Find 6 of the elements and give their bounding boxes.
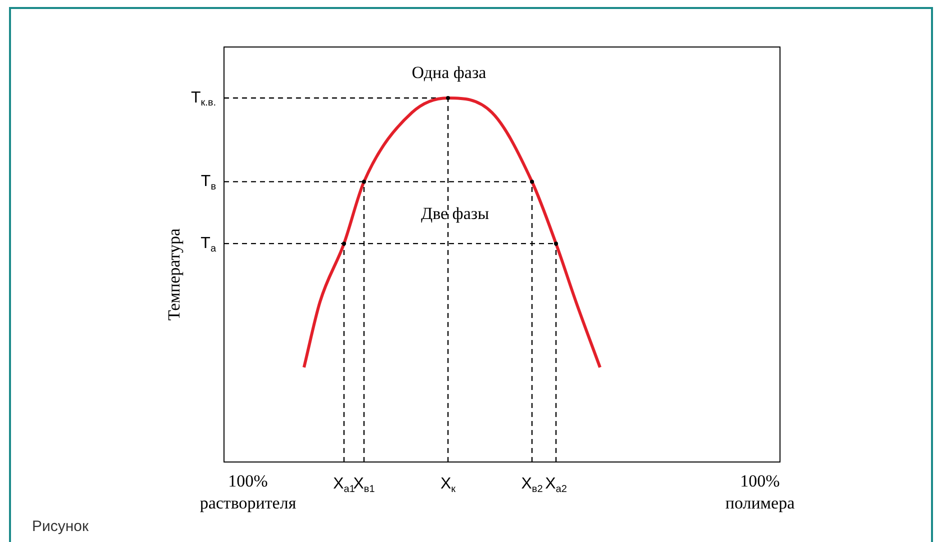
annotation: Две фазы bbox=[420, 204, 490, 224]
x-tick-label: 100% полимера bbox=[725, 471, 796, 512]
y-axis-title: Температура bbox=[164, 228, 184, 321]
text: Одна фаза bbox=[412, 63, 486, 83]
text: Рисунок bbox=[32, 518, 89, 535]
x-tick-label: 100% растворителя bbox=[200, 471, 296, 512]
